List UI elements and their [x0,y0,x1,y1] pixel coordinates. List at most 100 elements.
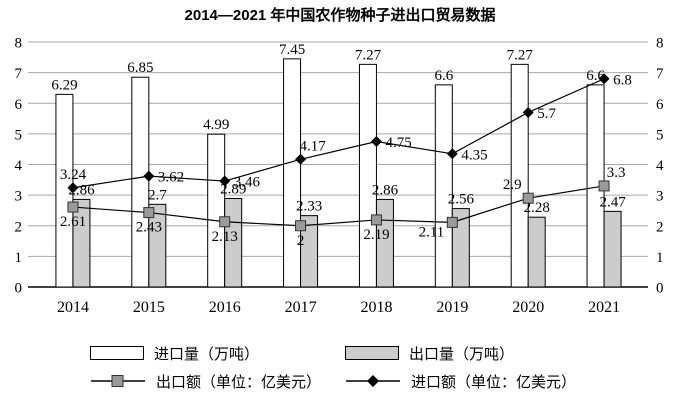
left-axis-tick-label: 4 [15,158,23,174]
import-volume-bar [358,63,377,288]
bar-value-label: 6.85 [127,60,153,76]
bar-value-label: 2.89 [220,181,246,197]
chart-plot-area: 0 0 1 1 2 2 3 3 4 4 5 5 6 6 7 7 8 8 6.29 6.85 4.99 7.45 7.27 6.… [15,36,665,317]
point-value-label: 3.62 [158,170,184,186]
legend-label-import-value: 进口额（单位：亿美元） [411,374,577,391]
bar-value-label: 2.33 [296,199,322,215]
point-value-label: 5.7 [537,106,556,122]
left-axis-tick-label: 1 [15,250,23,266]
diamond-marker [598,73,610,85]
diamond-marker [522,106,534,118]
point-value-label: 3.46 [234,175,261,191]
right-axis-tick-label: 6 [656,97,664,113]
export-volume-bar [300,215,319,288]
bar-value-label: 2.86 [372,182,399,198]
bar-value-label: 7.45 [279,42,305,58]
import-volume-bar [510,63,529,288]
square-marker [219,216,231,228]
right-axis-tick-label: 7 [656,66,664,82]
x-axis-year-label: 2018 [360,299,392,316]
square-marker [446,216,458,228]
bar-value-label: 2.47 [599,194,626,210]
x-axis-year-label: 2019 [436,299,468,316]
diamond-marker [143,170,155,182]
right-axis-tick-label: 8 [656,36,664,52]
bar-value-label: 2.56 [448,192,475,208]
legend-item-import-volume: 进口量（万吨） [90,344,260,363]
point-value-label: 4.35 [461,147,487,163]
x-axis-year-label: 2020 [512,299,544,316]
left-axis-tick-label: 8 [15,36,23,52]
point-value-label: 2.19 [363,227,389,243]
bar-value-label: 2.7 [148,187,167,203]
export-volume-bar [603,210,622,288]
import-volume-bar [207,133,226,288]
point-value-label: 3.3 [607,165,626,181]
right-axis-tick-label: 1 [656,250,664,266]
square-marker [370,214,382,226]
point-value-label: 2.9 [503,177,522,193]
right-axis-tick-label: 5 [656,127,664,143]
export-volume-bar [72,198,91,288]
white-bar-swatch [90,346,144,360]
export-volume-bar [148,203,167,288]
legend-item-export-volume: 出口量（万吨） [345,344,515,363]
left-axis-tick-label: 3 [15,189,23,205]
point-value-label: 2.43 [136,220,162,236]
point-value-label: 6.8 [613,72,632,88]
x-axis-year-label: 2021 [588,299,620,316]
legend-label-import-volume: 进口量（万吨） [154,346,260,363]
square-line-swatch [91,375,145,387]
bar-value-label: 2.28 [524,200,550,216]
diamond-marker [295,153,307,165]
square-marker [295,220,307,232]
diamond-marker [370,136,382,148]
import-volume-bar [434,84,453,288]
bar-value-label: 6.29 [51,77,77,93]
left-axis-tick-label: 7 [15,66,23,82]
chart-title: 2014—2021 年中国农作物种子进出口贸易数据 [184,7,496,24]
diamond-line-series [72,78,605,189]
x-axis-year-label: 2015 [133,299,165,316]
point-value-label: 2.13 [212,229,238,245]
point-value-label: 3.24 [60,167,87,183]
gray-bar-swatch [345,346,399,360]
bar-value-label: 4.99 [203,117,229,133]
right-axis-tick-label: 4 [656,158,664,174]
legend-label-export-value: 出口额（单位：亿美元） [156,374,322,391]
diamond-marker [219,175,231,187]
legend-item-import-value: 进口额（单位：亿美元） [345,372,577,391]
export-volume-bar [527,216,546,288]
point-value-label: 4.75 [385,135,411,151]
square-marker [598,180,610,192]
bar-value-label: 7.27 [507,47,534,63]
legend-item-export-value: 出口额（单位：亿美元） [90,372,322,391]
legend-label-export-volume: 出口量（万吨） [409,346,515,363]
left-axis-tick-label: 6 [15,97,23,113]
square-marker [143,207,155,219]
square-marker [522,192,534,204]
square-marker [67,201,79,213]
bar-value-label: 6.6 [434,68,453,84]
x-axis-year-label: 2016 [209,299,241,316]
point-value-label: 2 [297,233,305,249]
diamond-line-swatch [346,375,400,387]
export-volume-bar [375,198,394,288]
import-volume-bar [283,58,302,288]
square-line-series [72,185,605,227]
export-volume-bar [451,208,470,288]
right-axis-tick-label: 3 [656,189,664,205]
import-volume-bar [131,76,150,288]
right-axis-tick-label: 2 [656,219,664,235]
left-axis-tick-label: 0 [15,281,23,297]
diamond-marker [446,148,458,160]
x-axis-year-label: 2017 [285,299,317,316]
diamond-marker [67,182,79,194]
point-value-label: 4.17 [299,138,326,154]
x-axis-year-label: 2014 [57,299,89,316]
point-value-label: 2.11 [419,224,445,240]
left-axis-tick-label: 2 [15,219,23,235]
point-value-label: 2.61 [60,214,86,230]
bar-value-label: 7.27 [355,47,382,63]
